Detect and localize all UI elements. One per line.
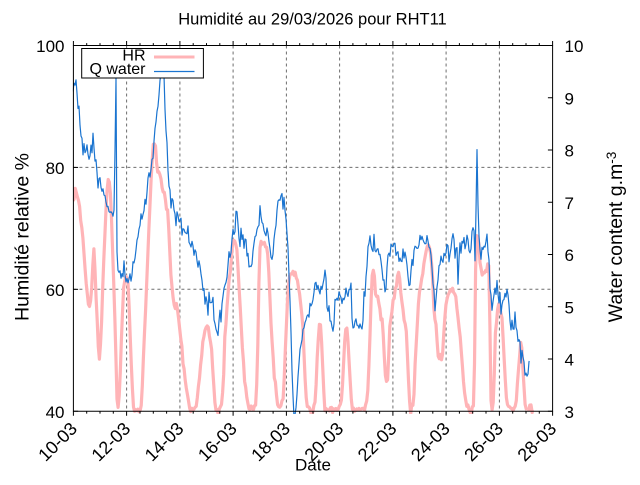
svg-text:Humidité au 29/03/2026 pour RH: Humidité au 29/03/2026 pour RHT11	[178, 11, 446, 29]
svg-text:80: 80	[46, 159, 65, 178]
svg-text:Water content g.m-3: Water content g.m-3	[604, 152, 627, 323]
svg-text:100: 100	[36, 37, 64, 56]
svg-text:6: 6	[565, 246, 574, 265]
svg-text:Q water: Q water	[89, 61, 146, 78]
svg-text:7: 7	[565, 194, 574, 213]
svg-text:40: 40	[46, 403, 65, 422]
svg-text:3: 3	[565, 403, 574, 422]
svg-text:9: 9	[565, 90, 574, 109]
svg-text:Date: Date	[295, 456, 331, 475]
svg-text:HR: HR	[122, 48, 145, 65]
svg-text:Humidité relative %: Humidité relative %	[12, 153, 34, 321]
svg-text:8: 8	[565, 142, 574, 161]
svg-text:60: 60	[46, 281, 65, 300]
svg-text:10: 10	[565, 37, 584, 56]
svg-text:4: 4	[565, 351, 574, 370]
svg-text:5: 5	[565, 298, 574, 317]
